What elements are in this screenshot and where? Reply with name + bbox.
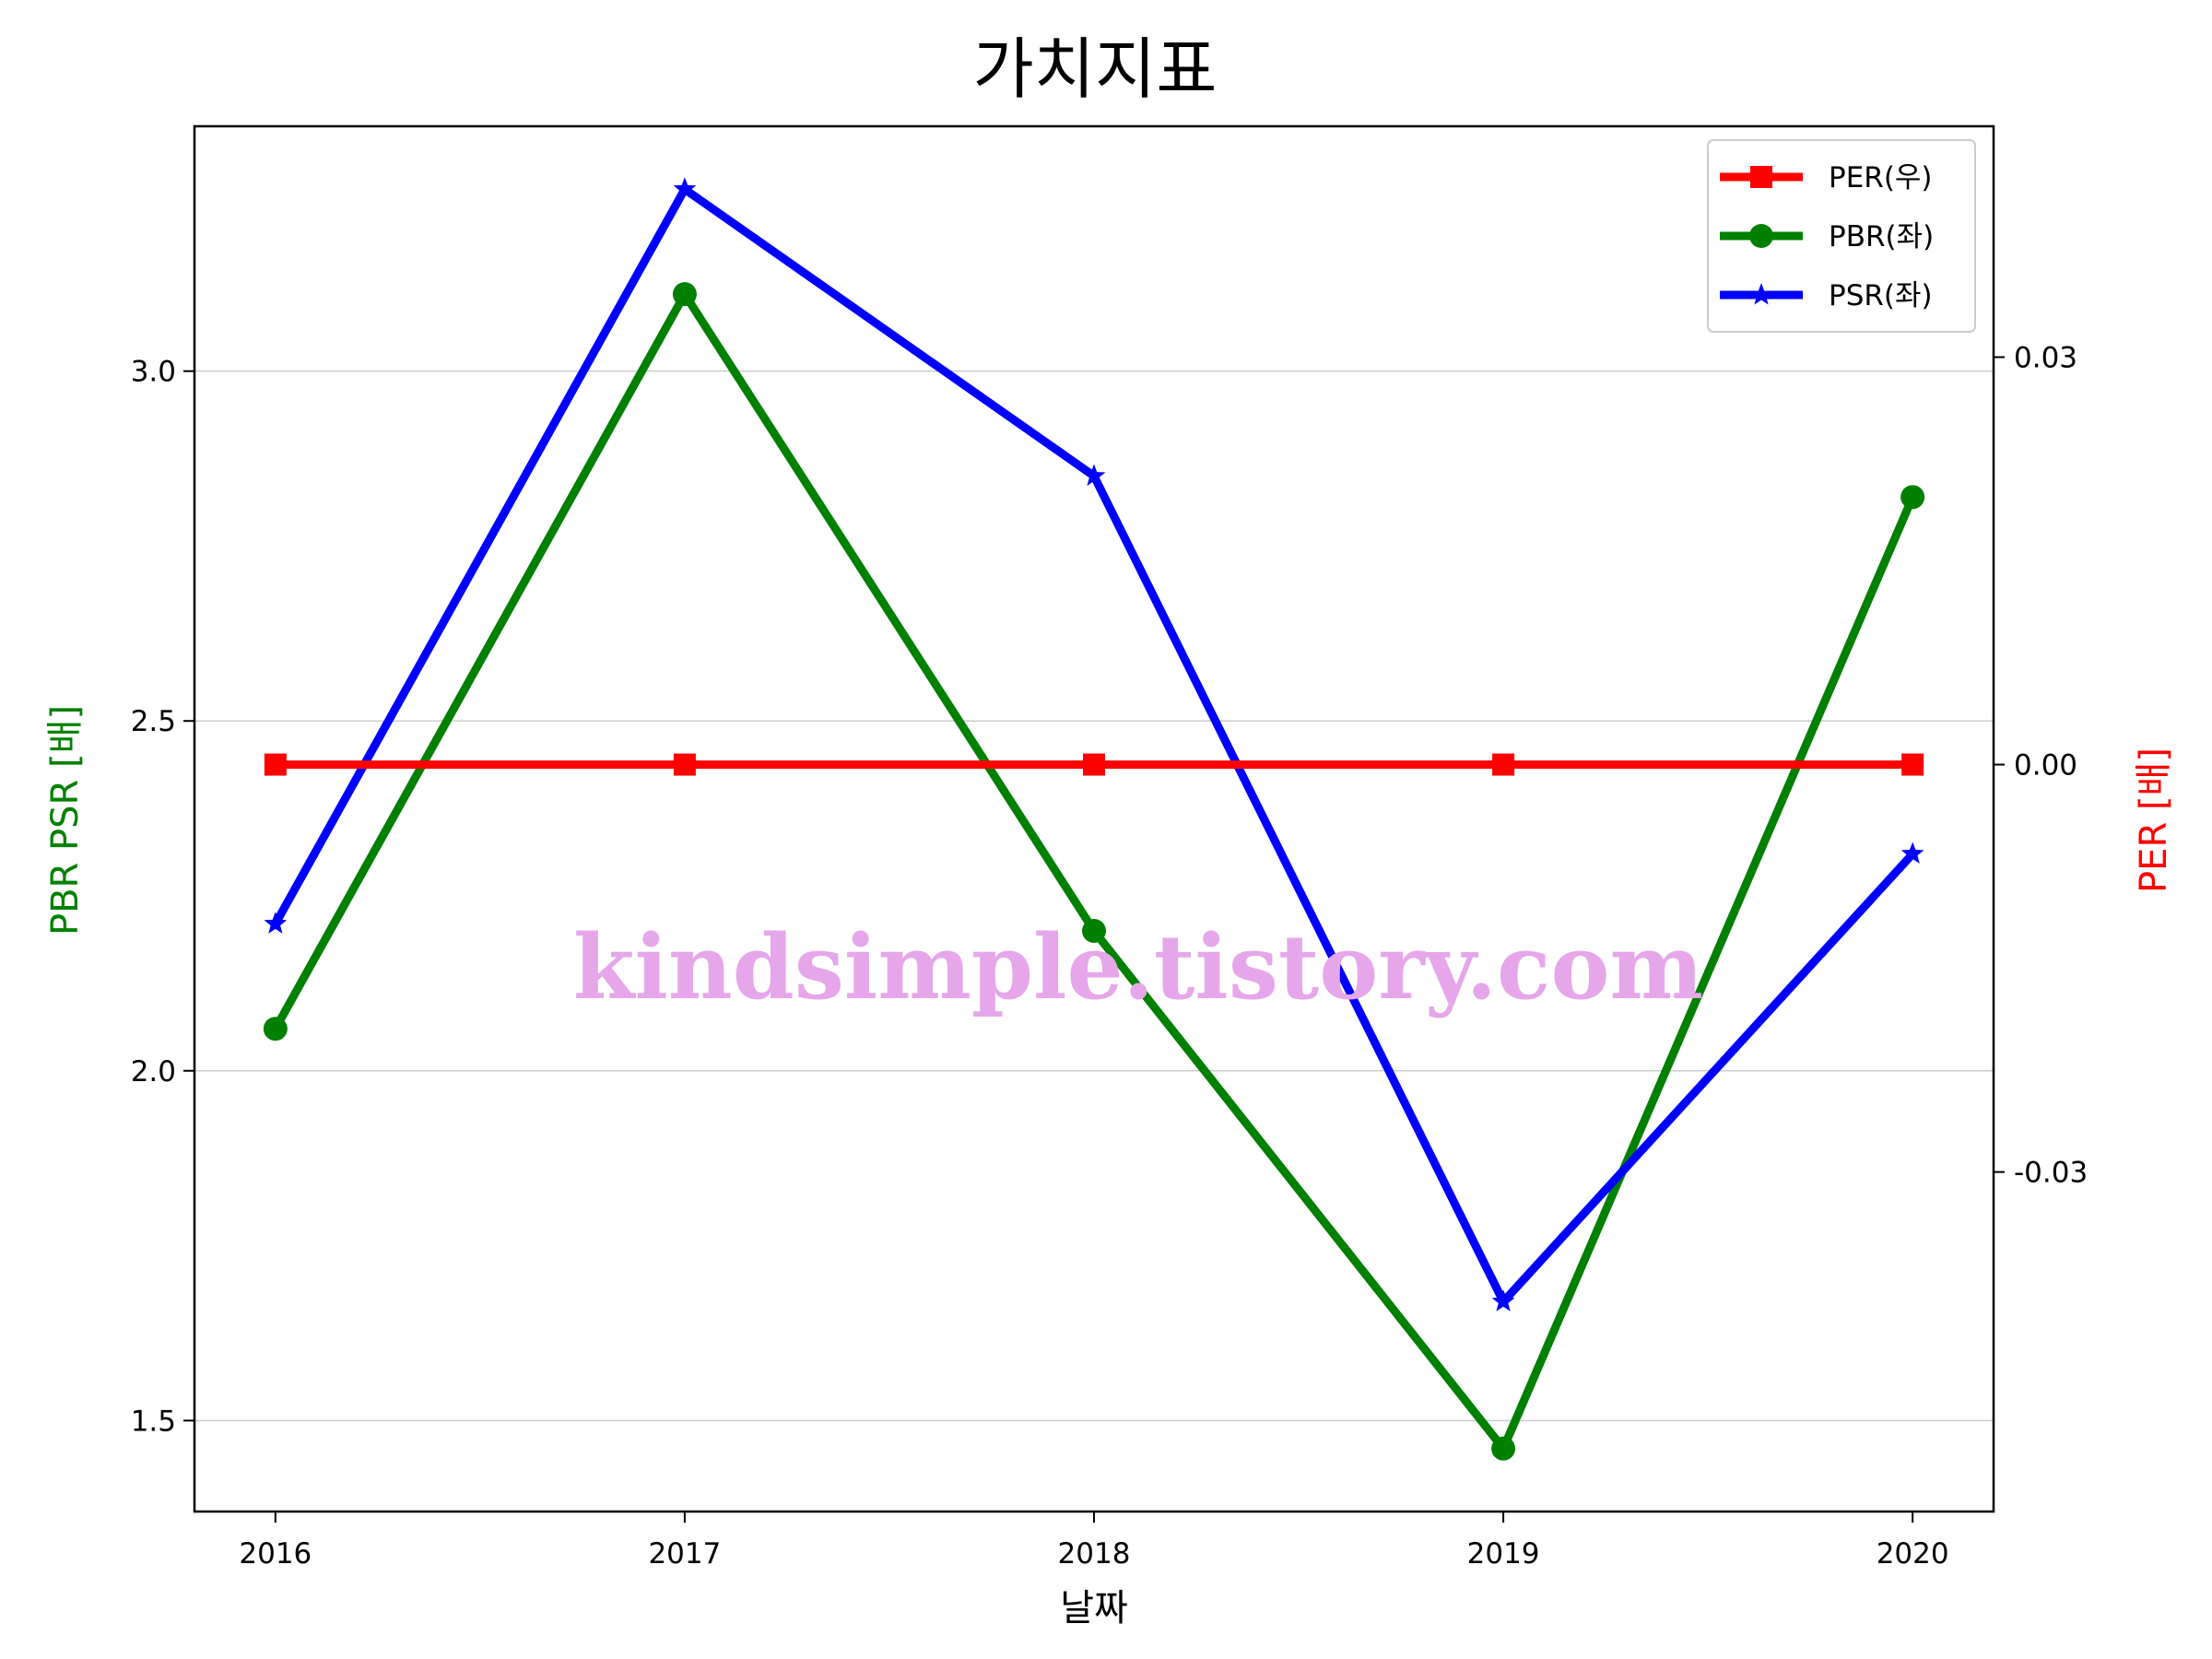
legend-item: PSR(좌) [1720,279,1933,312]
data-point [1082,464,1106,487]
legend-marker [1750,166,1772,188]
data-point [1901,753,1924,776]
data-point [264,753,287,776]
y-axis-left-label: PBR PSR [배] [44,705,87,935]
data-point [1900,841,1924,864]
series-star [264,177,1924,1312]
y-left-tick-label: 3.0 [131,356,176,389]
series-square [264,753,1924,776]
legend-label: PER(우) [1829,161,1933,194]
x-tick-label: 2018 [1058,1537,1131,1571]
series-circle [263,282,1925,1461]
legend-box [1707,139,1976,333]
data-point [1491,1289,1515,1312]
grid-lines [194,370,1994,1422]
x-tick-label: 2019 [1467,1537,1540,1571]
x-axis: 2016 2017 2018 2019 2020 [239,1512,1949,1571]
y-axis-right-label: PER [배] [2133,747,2175,893]
series-layer [263,177,1925,1461]
data-point [263,1017,288,1041]
data-point [672,282,697,307]
data-point [1900,485,1925,510]
y-axis-right: -0.03 0.00 0.03 [1994,342,2088,1190]
y-right-tick-label: 0.00 [2014,749,2077,782]
data-point [1082,918,1106,943]
watermark-text: kindsimple.tistory.com [573,915,1703,1019]
y-axis-left: 1.5 2.0 2.5 3.0 [131,356,194,1438]
x-tick-label: 2020 [1877,1537,1949,1571]
x-axis-label: 날짜 [1060,1587,1128,1630]
data-point [1492,753,1515,776]
data-point [1491,1436,1516,1461]
y-right-tick-label: -0.03 [2014,1157,2088,1190]
legend-label: PBR(좌) [1829,220,1934,253]
data-point [264,912,288,934]
legend-item: PER(우) [1720,161,1933,194]
legend-item: PBR(좌) [1720,220,1934,253]
data-point [673,753,696,776]
y-left-tick-label: 1.5 [131,1405,176,1438]
y-left-tick-label: 2.0 [131,1055,176,1088]
legend-marker [1749,224,1773,248]
legend-label: PSR(좌) [1829,279,1933,312]
x-tick-label: 2016 [239,1537,312,1571]
x-tick-label: 2017 [648,1537,721,1571]
chart-title: 가치지표 [973,30,1218,108]
y-right-tick-label: 0.03 [2014,342,2077,375]
legend: PER(우) PBR(좌) PSR(좌) [1707,139,1976,333]
data-point [673,177,697,199]
data-point [1083,753,1105,776]
legend-marker [1749,283,1773,305]
y-left-tick-label: 2.5 [131,705,176,738]
